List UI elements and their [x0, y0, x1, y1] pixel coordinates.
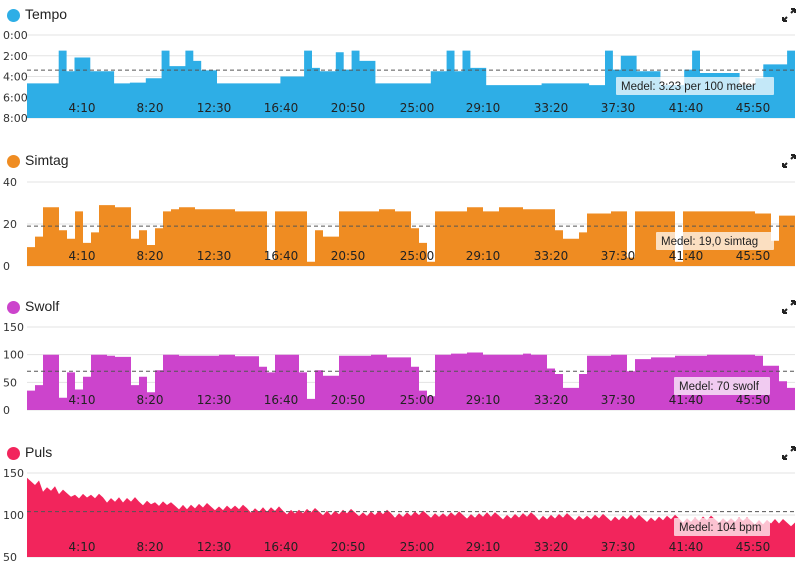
pace-xtick-label: 4:10: [69, 101, 96, 115]
swolf-xtick-label: 41:40: [669, 393, 704, 407]
strokes-xtick-label: 33:20: [534, 249, 569, 263]
hr-title: Puls: [25, 444, 53, 460]
pace-ytick-label: 2:00: [3, 50, 28, 63]
hr-xtick-label: 45:50: [736, 540, 771, 554]
strokes-xtick-label: 16:40: [264, 249, 299, 263]
pace-xtick-label: 25:00: [400, 101, 435, 115]
hr-xtick-label: 12:30: [197, 540, 232, 554]
swolf-panel: Swolf 0 50 100 150 4:10 8:20 12:30 16:40 20:50 25…: [0, 292, 803, 438]
pace-average-label-box: [616, 77, 774, 95]
swolf-xtick-label: 12:30: [197, 393, 232, 407]
swolf-average-label: Medel: 70 swolf: [679, 381, 760, 393]
expand-icon[interactable]: [782, 154, 796, 168]
strokes-area-series: [27, 205, 795, 266]
swolf-xtick-label: 29:10: [466, 393, 501, 407]
strokes-panel: Simtag 0 20 40 4:10 8:20 12:30 16:40 20:50 25:00…: [0, 146, 803, 292]
pace-legend-dot: [7, 9, 20, 22]
swolf-title: Swolf: [25, 298, 60, 314]
strokes-xtick-label: 41:40: [669, 249, 704, 263]
hr-ytick-label: 50: [3, 551, 17, 564]
hr-xtick-label: 37:30: [601, 540, 636, 554]
hr-xtick-label: 41:40: [669, 540, 704, 554]
swolf-xtick-label: 33:20: [534, 393, 569, 407]
swolf-ytick-label: 0: [3, 404, 10, 417]
hr-xtick-label: 4:10: [69, 540, 96, 554]
hr-chart: 50 100 150 4:10 8:20 12:30 16:40 20:50 25:00 29:1…: [3, 467, 795, 564]
swolf-ytick-label: 50: [3, 376, 17, 389]
hr-panel: Puls 50 100 150 4:10 8:20 12:30 16:40 20:50 25:0…: [0, 438, 803, 572]
hr-xtick-label: 25:00: [400, 540, 435, 554]
strokes-xtick-label: 8:20: [137, 249, 164, 263]
pace-average-label: Medel: 3:23 per 100 meter: [621, 81, 756, 93]
pace-ytick-label: 4:00: [3, 71, 28, 84]
swolf-legend-dot: [7, 301, 20, 314]
expand-icon[interactable]: [782, 300, 796, 314]
pace-xtick-label: 33:20: [534, 101, 569, 115]
pace-header: Tempo: [0, 0, 803, 24]
hr-xtick-label: 20:50: [331, 540, 366, 554]
pace-xtick-label: 37:30: [601, 101, 636, 115]
pace-title: Tempo: [25, 6, 68, 22]
pace-xtick-label: 29:10: [466, 101, 501, 115]
hr-area-series: [27, 477, 795, 557]
pace-chart: 0:00 2:00 4:00 6:00 8:00 4:10 8:20 12:30 16:40 20…: [3, 29, 795, 125]
strokes-xtick-label: 12:30: [197, 249, 232, 263]
pace-panel: Tempo 0:00 2:00 4:00 6:00 8:00 4:10 8:20 12:30 1…: [0, 0, 803, 146]
hr-header: Puls: [0, 438, 803, 462]
pace-xtick-label: 16:40: [264, 101, 299, 115]
swolf-header: Swolf: [0, 292, 803, 316]
pace-ytick-label: 8:00: [3, 112, 28, 125]
swolf-ytick-label: 100: [3, 349, 24, 362]
hr-legend-dot: [7, 447, 20, 460]
pace-ytick-label: 0:00: [3, 29, 28, 42]
strokes-ytick-label: 0: [3, 260, 10, 273]
strokes-ytick-label: 20: [3, 218, 17, 231]
swolf-xtick-label: 25:00: [400, 393, 435, 407]
hr-average-label: Medel: 104 bpm: [679, 522, 761, 534]
strokes-title: Simtag: [25, 152, 69, 168]
strokes-ytick-label: 40: [3, 176, 17, 189]
strokes-average-label-box: [656, 232, 774, 250]
strokes-legend-dot: [7, 155, 20, 168]
pace-xtick-label: 45:50: [736, 101, 771, 115]
hr-ytick-label: 100: [3, 509, 24, 522]
strokes-xtick-label: 25:00: [400, 249, 435, 263]
swolf-chart: 0 50 100 150 4:10 8:20 12:30 16:40 20:50 25:00 29:…: [3, 321, 795, 417]
swolf-ytick-label: 150: [3, 321, 24, 334]
hr-xtick-label: 16:40: [264, 540, 299, 554]
swolf-xtick-label: 37:30: [601, 393, 636, 407]
swolf-xtick-label: 4:10: [69, 393, 96, 407]
hr-ytick-label: 150: [3, 467, 24, 480]
pace-xtick-label: 41:40: [669, 101, 704, 115]
swolf-xtick-label: 20:50: [331, 393, 366, 407]
hr-average-label-box: [674, 518, 770, 536]
hr-xtick-label: 29:10: [466, 540, 501, 554]
strokes-average-label: Medel: 19,0 simtag: [661, 236, 758, 248]
pace-ytick-label: 6:00: [3, 91, 28, 104]
pace-area-series: [27, 50, 795, 118]
strokes-header: Simtag: [0, 146, 803, 170]
swolf-average-label-box: [674, 377, 770, 395]
strokes-chart: 0 20 40 4:10 8:20 12:30 16:40 20:50 25:00 29:10 33…: [3, 176, 795, 273]
hr-xtick-label: 8:20: [137, 540, 164, 554]
swolf-xtick-label: 8:20: [137, 393, 164, 407]
pace-xtick-label: 20:50: [331, 101, 366, 115]
pace-xtick-label: 12:30: [197, 101, 232, 115]
strokes-xtick-label: 20:50: [331, 249, 366, 263]
hr-xtick-label: 33:20: [534, 540, 569, 554]
strokes-xtick-label: 4:10: [69, 249, 96, 263]
swolf-area-series: [27, 352, 795, 410]
expand-icon[interactable]: [782, 446, 796, 460]
swolf-xtick-label: 16:40: [264, 393, 299, 407]
strokes-xtick-label: 29:10: [466, 249, 501, 263]
expand-icon[interactable]: [782, 8, 796, 22]
strokes-xtick-label: 37:30: [601, 249, 636, 263]
swolf-xtick-label: 45:50: [736, 393, 771, 407]
strokes-xtick-label: 45:50: [736, 249, 771, 263]
pace-xtick-label: 8:20: [137, 101, 164, 115]
